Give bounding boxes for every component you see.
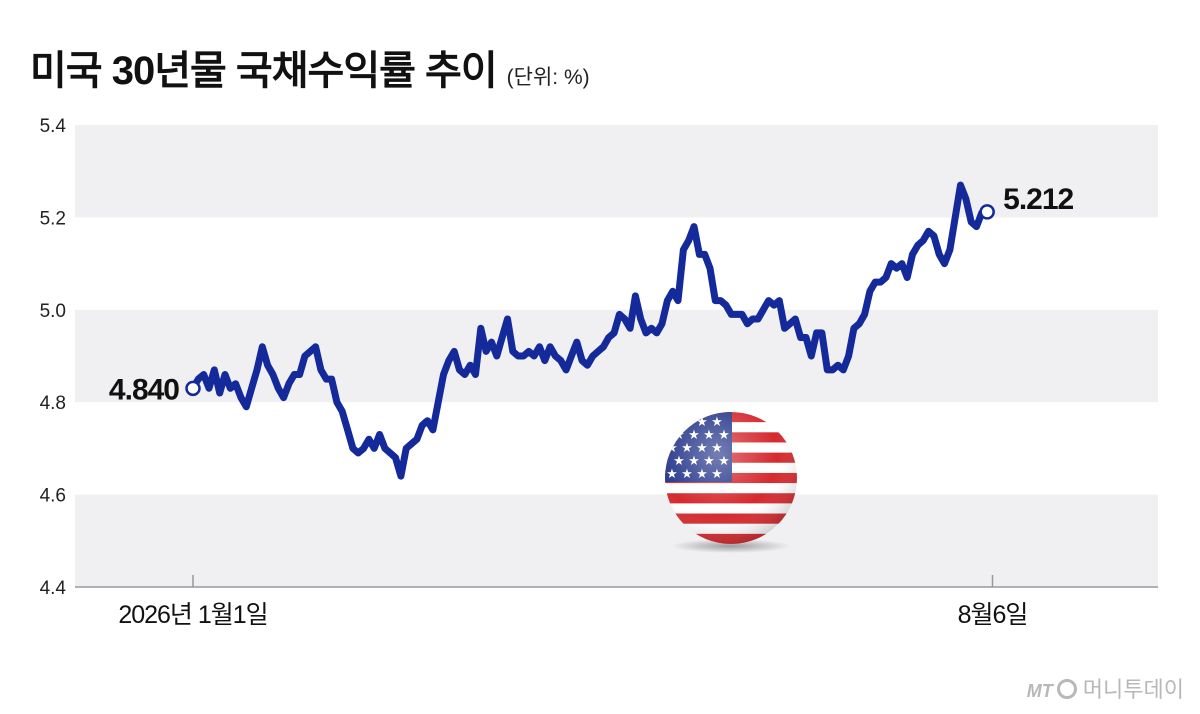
title-text: 미국 30년물 국채수익률 추이 [30, 49, 498, 93]
start-value-label: 4.840 [109, 373, 179, 406]
y-tick-label: 5.4 [40, 116, 67, 137]
grid-bands [75, 125, 1158, 587]
y-tick-label: 4.4 [40, 578, 67, 599]
unit-label: (단위: %) [506, 66, 590, 89]
page-title: 미국 30년물 국채수익률 추이 (단위: %) [30, 38, 590, 96]
x-axis-ticks: 2026년 1월1일 8월6일 [118, 575, 1028, 629]
x-tick-label: 8월6일 [958, 601, 1028, 629]
start-point-marker [185, 380, 201, 397]
publisher-watermark: MT 머니투데이 [1027, 672, 1184, 704]
grid-band [75, 125, 1158, 218]
x-tick-label: 2026년 1월1일 [118, 601, 267, 629]
logo-ring-icon [1056, 679, 1077, 699]
yield-series-line [189, 181, 991, 480]
publisher-name: 머니투데이 [1082, 677, 1184, 702]
svg-text:★: ★ [666, 415, 678, 430]
end-value-label: 5.212 [1003, 183, 1073, 216]
us-flag-icon: ★★★★★★★★★★★★★★★★★★★★ [665, 412, 797, 553]
y-tick-label: 4.8 [40, 393, 66, 414]
y-axis-ticks: 4.4 4.6 4.8 5.0 5.2 5.4 [40, 116, 67, 599]
end-point-marker [979, 204, 995, 220]
y-tick-label: 5.0 [40, 301, 66, 322]
grid-band [75, 494, 1158, 587]
y-tick-label: 4.6 [40, 486, 66, 507]
y-tick-label: 5.2 [40, 208, 66, 229]
mt-logo: MT [1026, 681, 1053, 701]
